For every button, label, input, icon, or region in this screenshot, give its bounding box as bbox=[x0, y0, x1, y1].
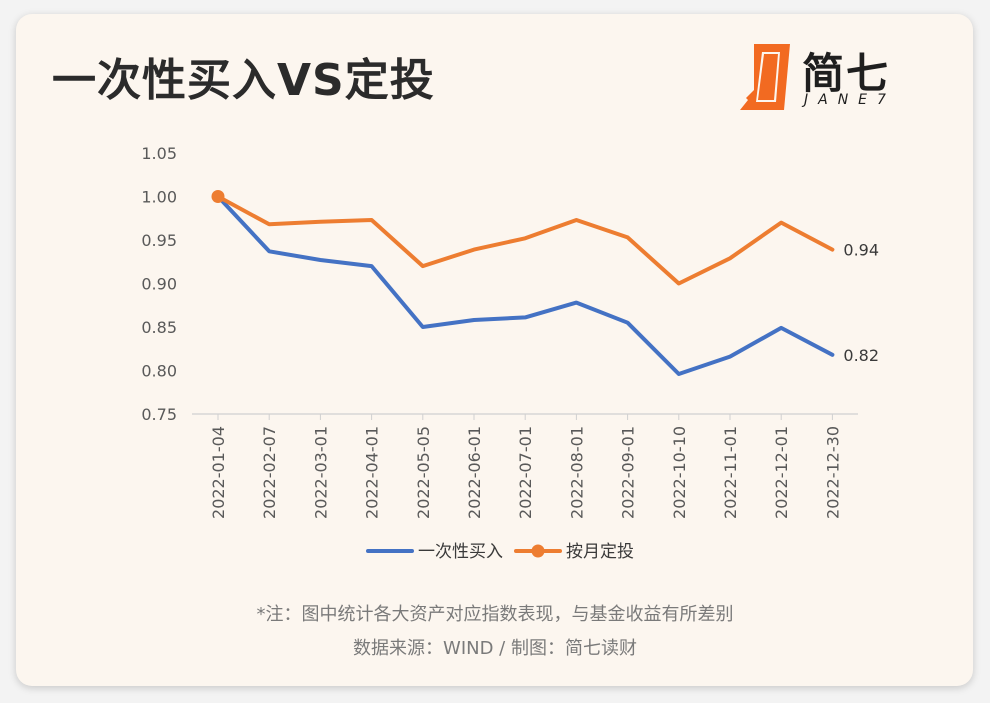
footnote-source: 数据来源：WIND / 制图：简七读财 bbox=[353, 638, 637, 659]
y-axis: 1.05 1.00 0.95 0.90 0.85 0.80 0.75 bbox=[141, 144, 177, 424]
x-tick-label: 2022-05-05 bbox=[414, 426, 433, 519]
y-tick-label: 0.85 bbox=[141, 318, 177, 337]
legend-label: 一次性买入 bbox=[418, 542, 503, 562]
series-line-1 bbox=[216, 194, 835, 376]
x-tick-label: 2022-08-01 bbox=[567, 426, 586, 519]
logo-subtitle: JANE7 bbox=[804, 92, 896, 108]
logo-mark-icon bbox=[740, 44, 790, 110]
x-axis: 2022-01-04 2022-02-07 2022-03-01 2022-04-01… bbox=[192, 413, 858, 519]
x-tick-label: 2022-07-01 bbox=[516, 426, 535, 519]
x-tick-label: 2022-10-10 bbox=[670, 426, 689, 519]
x-tick-label: 2022-12-30 bbox=[823, 426, 842, 519]
chart-card bbox=[16, 14, 973, 686]
y-tick-label: 0.80 bbox=[141, 362, 177, 381]
chart-title: 一次性买入VS定投 bbox=[52, 55, 435, 106]
end-value-label: 0.82 bbox=[843, 346, 879, 365]
y-tick-label: 1.05 bbox=[141, 144, 177, 163]
x-tick-label: 2022-02-07 bbox=[260, 426, 279, 519]
x-tick-label: 2022-01-04 bbox=[209, 426, 228, 519]
x-tick-label: 2022-11-01 bbox=[721, 426, 740, 519]
logo-name: 简七 bbox=[802, 49, 891, 98]
x-tick-label: 2022-03-01 bbox=[311, 426, 330, 519]
legend-label: 按月定投 bbox=[566, 542, 634, 562]
x-tick-label: 2022-04-01 bbox=[363, 426, 382, 519]
y-tick-label: 0.95 bbox=[141, 231, 177, 250]
x-tick-label: 2022-06-01 bbox=[465, 426, 484, 519]
footnote-note: *注：图中统计各大资产对应指数表现，与基金收益有所差别 bbox=[256, 604, 734, 625]
x-tick-label: 2022-09-01 bbox=[619, 426, 638, 519]
series-layer: 0.82 0.94 bbox=[211, 190, 879, 376]
chart-legend: 一次性买入 按月定投 bbox=[366, 542, 634, 562]
end-value-label: 0.94 bbox=[843, 241, 879, 260]
legend-marker bbox=[531, 544, 545, 558]
data-point bbox=[211, 190, 225, 203]
y-tick-label: 0.90 bbox=[141, 275, 177, 294]
series-line-2 bbox=[216, 194, 835, 286]
y-tick-label: 0.75 bbox=[141, 405, 177, 424]
y-tick-label: 1.00 bbox=[141, 188, 177, 207]
brand-logo: 简七 JANE7 bbox=[740, 40, 930, 114]
x-tick-label: 2022-12-01 bbox=[772, 426, 791, 519]
